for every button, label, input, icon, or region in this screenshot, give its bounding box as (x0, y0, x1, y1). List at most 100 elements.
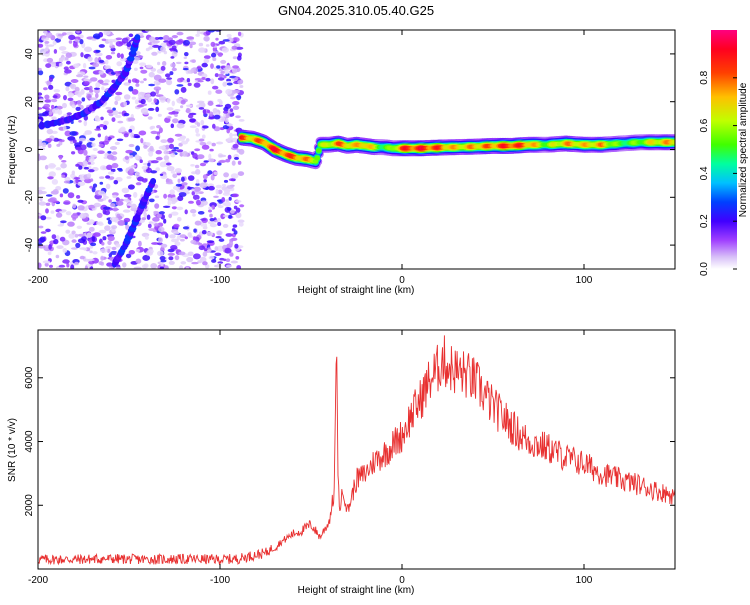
noise-speckle (186, 36, 195, 40)
noise-speckle (74, 261, 79, 266)
noise-speckle (122, 198, 130, 202)
noise-speckle (136, 104, 144, 108)
noise-speckle (190, 164, 195, 167)
noise-speckle (222, 214, 230, 218)
noise-speckle (114, 141, 120, 145)
noise-speckle (216, 162, 222, 166)
noise-speckle (45, 63, 52, 68)
noise-speckle (220, 65, 226, 69)
noise-speckle (83, 75, 89, 78)
noise-speckle (230, 96, 236, 100)
noise-speckle (172, 173, 178, 179)
noise-speckle (93, 202, 102, 208)
noise-speckle (115, 41, 124, 47)
noise-speckle (237, 80, 243, 85)
noise-speckle (203, 223, 207, 228)
colorbar-ticks: 0.0 0.2 0.4 0.6 0.8 (699, 70, 737, 276)
noise-speckle (160, 243, 168, 248)
noise-speckle (142, 254, 151, 261)
noise-speckle (134, 67, 138, 72)
noise-speckle (38, 213, 42, 217)
x-tick-label: 0 (399, 575, 405, 586)
noise-speckle (41, 35, 47, 39)
noise-speckle (45, 216, 52, 220)
noise-speckle (183, 39, 190, 46)
noise-speckle (84, 46, 92, 53)
noise-speckle (108, 176, 115, 180)
noise-speckle (127, 184, 135, 190)
noise-speckle (48, 171, 56, 178)
noise-speckle (131, 164, 137, 168)
snr-ticks: -200 -100 0 100 2000 4000 6000 (24, 330, 675, 586)
noise-speckle (49, 264, 53, 268)
noise-speckle (197, 211, 205, 215)
noise-speckle (98, 70, 104, 75)
noise-speckle (139, 92, 146, 95)
noise-speckle (88, 226, 95, 232)
noise-speckle (45, 138, 53, 142)
noise-speckle (140, 137, 144, 144)
noise-speckle (60, 162, 67, 169)
noise-speckle (218, 154, 227, 158)
noise-speckle (216, 230, 222, 236)
noise-speckle (64, 176, 71, 182)
noise-speckle (173, 231, 180, 235)
trace-point (671, 140, 675, 145)
noise-speckle (197, 80, 204, 83)
noise-speckle (184, 209, 188, 215)
noise-speckle (83, 120, 88, 127)
noise-speckle (56, 245, 64, 250)
noise-speckle (46, 128, 54, 135)
noise-speckle (92, 33, 101, 39)
noise-speckle (237, 55, 242, 61)
noise-speckle (116, 138, 124, 142)
noise-speckle (42, 260, 51, 264)
noise-speckle (159, 173, 164, 176)
noise-speckle (201, 62, 208, 68)
noise-speckle (129, 155, 134, 159)
noise-speckle (196, 30, 201, 35)
noise-speckle (141, 178, 148, 183)
noise-speckle (162, 61, 167, 66)
noise-speckle (194, 148, 201, 152)
noise-speckle (84, 130, 92, 135)
noise-speckle (234, 77, 239, 81)
noise-speckle (49, 197, 57, 202)
noise-speckle (98, 229, 107, 234)
noise-speckle (38, 186, 46, 190)
noise-speckle (153, 210, 159, 214)
noise-speckle (64, 130, 72, 137)
noise-speckle (160, 261, 164, 267)
noise-speckle (77, 205, 85, 211)
noise-speckle (207, 221, 214, 225)
noise-speckle (94, 117, 101, 122)
noise-speckle (128, 33, 134, 38)
noise-speckle (220, 70, 226, 74)
noise-speckle (107, 219, 112, 225)
noise-speckle (45, 208, 49, 214)
noise-speckle (51, 98, 58, 103)
noise-speckle (65, 86, 70, 92)
noise-speckle (97, 150, 105, 154)
noise-speckle (74, 142, 82, 148)
noise-speckle (191, 261, 199, 265)
noise-speckle (122, 262, 127, 268)
noise-speckle (195, 33, 200, 37)
noise-speckle (110, 51, 116, 55)
noise-speckle (213, 114, 221, 120)
noise-speckle (237, 171, 245, 177)
noise-speckle (196, 100, 205, 104)
noise-speckle (77, 199, 84, 203)
noise-speckle (132, 60, 139, 64)
noise-speckle (133, 191, 138, 198)
noise-speckle (38, 141, 44, 147)
noise-speckle (167, 197, 172, 202)
noise-speckle (74, 233, 79, 238)
noise-speckle (173, 146, 179, 150)
noise-speckle (196, 122, 201, 127)
noise-speckle (232, 65, 240, 69)
noise-speckle (158, 36, 164, 40)
snr-data (38, 335, 675, 566)
noise-speckle (206, 240, 215, 244)
noise-speckle (76, 74, 84, 78)
